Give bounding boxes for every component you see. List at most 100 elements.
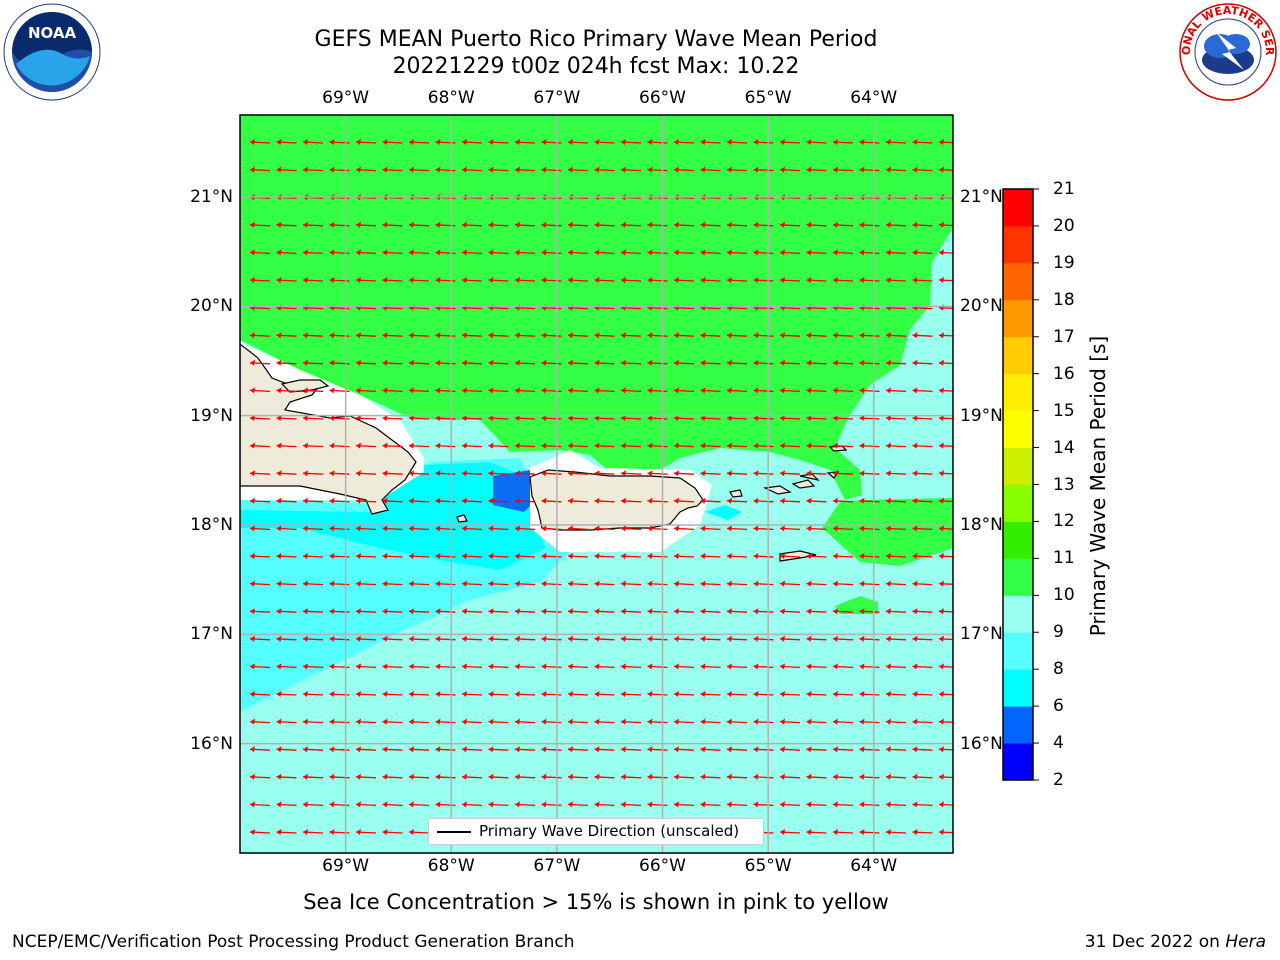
wave-arrow (276, 442, 297, 449)
wave-arrow (567, 718, 589, 725)
wave-arrow (435, 277, 456, 283)
wave-arrow (302, 470, 324, 477)
wave-arrow (806, 635, 827, 642)
wave-arrow (885, 166, 907, 173)
wave-arrow (912, 497, 933, 504)
wave-arrow (567, 387, 589, 394)
wave-arrow (382, 773, 403, 780)
wave-arrow (488, 608, 509, 615)
wave-arrow (408, 277, 430, 283)
wave-arrow (859, 773, 880, 780)
wave-arrow (461, 221, 483, 228)
wave-arrow (435, 166, 456, 173)
land-virgin-islands (762, 471, 840, 495)
wave-arrow (753, 249, 774, 256)
wave-arrow (620, 442, 642, 449)
colorbar-tick-label: 21 (1053, 179, 1075, 199)
period-band-6-8 (240, 462, 545, 570)
wave-arrow (408, 249, 430, 256)
wave-arrow (408, 359, 430, 366)
wave-arrow (779, 221, 801, 228)
wave-arrow (382, 525, 403, 532)
wave-arrow (859, 829, 880, 835)
colorbar-segment (1003, 595, 1033, 633)
wave-arrow (382, 691, 403, 697)
period-band-6-8-east (705, 505, 742, 520)
wave-arrow (355, 139, 377, 145)
wave-arrow (938, 332, 953, 339)
wave-arrow (753, 387, 774, 394)
wave-arrow (541, 249, 562, 256)
wave-arrow (276, 553, 297, 559)
wave-arrow (700, 249, 721, 256)
wave-arrow (779, 553, 801, 559)
wave-arrow (302, 139, 324, 145)
wave-arrow (700, 470, 721, 477)
wave-arrow (276, 470, 297, 477)
wave-arrow (594, 332, 615, 339)
period-band-10-11-patch (835, 596, 878, 614)
lon-label: 66°W (639, 856, 686, 876)
wave-arrow (885, 525, 907, 532)
wave-arrow (620, 801, 642, 808)
wave-arrow (859, 525, 880, 532)
wave-arrow (700, 497, 721, 504)
wave-arrow (461, 608, 483, 615)
wave-arrow (673, 635, 695, 642)
wave-arrow (700, 166, 721, 173)
wave-arrow (435, 635, 456, 642)
wave-arrow (594, 691, 615, 697)
wave-arrow (382, 718, 403, 725)
wave-arrow (673, 773, 695, 780)
wave-arrow (541, 746, 562, 753)
wave-arrow (912, 525, 933, 532)
wave-arrow (753, 608, 774, 615)
wave-arrow (912, 746, 933, 753)
wave-arrow (355, 829, 377, 835)
lon-label: 65°W (744, 88, 792, 108)
wave-arrow (779, 746, 801, 753)
wave-arrow (753, 553, 774, 559)
wave-arrow (620, 746, 642, 753)
wave-arrow (912, 277, 933, 283)
wave-arrow (461, 497, 483, 504)
colorbar-tick-label: 10 (1053, 585, 1075, 606)
lon-label: 69°W (322, 856, 370, 876)
wave-arrow (885, 415, 907, 421)
wave-arrow (806, 691, 827, 697)
wave-arrow (302, 773, 324, 780)
wave-arrow (832, 277, 854, 283)
lat-label: 16°N (190, 733, 233, 754)
wave-arrow (859, 332, 880, 339)
wave-arrow (779, 829, 801, 835)
wave-arrow (620, 608, 642, 615)
wave-arrow (673, 497, 695, 504)
wave-arrow (832, 801, 854, 808)
wave-arrow (938, 691, 953, 697)
wave-arrow (594, 663, 615, 670)
wave-arrow (355, 635, 377, 642)
wave-arrow (938, 829, 953, 835)
wave-arrow (753, 442, 774, 449)
wave-arrow (620, 691, 642, 697)
wave-arrow (514, 415, 536, 421)
wave-arrow (567, 166, 589, 173)
wave-arrow (541, 332, 562, 339)
wave-arrow (673, 691, 695, 697)
colorbar-segment (1003, 558, 1033, 596)
wave-arrow (435, 553, 456, 559)
colorbar-tick-label: 12 (1053, 511, 1075, 532)
wave-arrow (355, 442, 377, 449)
wave-arrow (488, 221, 509, 228)
wave-arrow (806, 415, 827, 421)
wave-arrow (355, 773, 377, 780)
wave-arrow (700, 718, 721, 725)
wave-arrow (885, 139, 907, 145)
colorbar-tick-label: 2 (1053, 770, 1064, 790)
wave-arrow (832, 691, 854, 697)
legend-label: Primary Wave Direction (unscaled) (479, 822, 740, 840)
wave-arrow (806, 608, 827, 615)
wave-arrow (408, 166, 430, 173)
wave-arrow (276, 635, 297, 642)
wave-arrow (461, 663, 483, 670)
